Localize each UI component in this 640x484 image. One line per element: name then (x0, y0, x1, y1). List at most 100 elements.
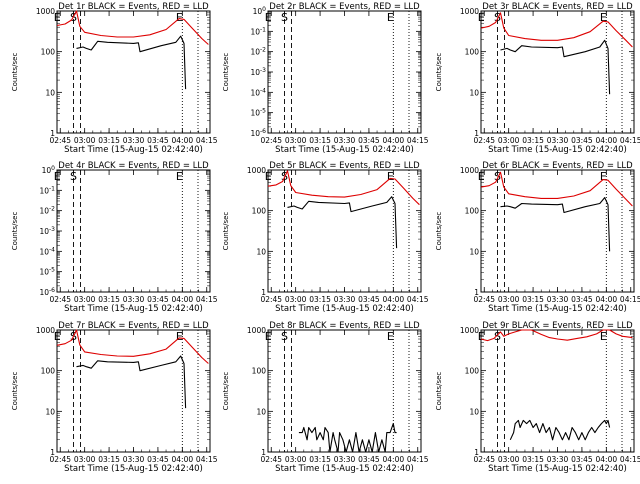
chart-title: Det 5r BLACK = Events, RED = LLD (269, 161, 420, 171)
y-axis-label: Counts/sec (11, 53, 19, 92)
marker-label-E: E (176, 170, 183, 183)
y-tick-label: 10-4 (39, 246, 55, 256)
y-tick-label: 1 (50, 448, 55, 457)
x-tick-label: 02:45 (260, 295, 282, 304)
events-series-line (500, 197, 611, 252)
x-tick-label: 04:00 (172, 455, 194, 464)
x-tick-label: 03:45 (147, 136, 169, 145)
marker-label-E: E (478, 330, 485, 343)
x-tick-label: 03:30 (547, 136, 569, 145)
y-tick-label: 1000 (36, 326, 55, 335)
x-tick-label: 04:00 (596, 136, 618, 145)
events-series-line (287, 196, 398, 249)
marker-label-E: E (54, 11, 61, 24)
x-tick-label: 02:45 (260, 136, 282, 145)
x-tick-label: 03:00 (498, 455, 520, 464)
y-tick-label: 100 (41, 367, 56, 376)
chart-panel-5: Det 5r BLACK = Events, RED = LLD 02:45 03:… (222, 161, 429, 314)
y-tick-label: 10-3 (250, 67, 266, 77)
x-axis-label: Start Time (15-Aug-15 02:42:40) (275, 464, 414, 474)
x-tick-label: 03:15 (309, 136, 331, 145)
y-tick-label: 10 (45, 407, 55, 416)
x-tick-label: 03:15 (309, 295, 331, 304)
x-tick-label: 03:15 (522, 136, 544, 145)
y-tick-label: 10 (256, 407, 266, 416)
y-axis-label: Counts/sec (435, 372, 443, 411)
y-axis-label: Counts/sec (222, 372, 230, 411)
y-tick-label: 10-6 (250, 128, 266, 138)
y-tick-label: 1000 (36, 7, 55, 16)
x-axis-label: Start Time (15-Aug-15 02:42:40) (488, 145, 627, 155)
y-tick-label: 10-6 (39, 287, 55, 297)
y-tick-label: 1 (261, 288, 266, 297)
y-tick-label: 10-1 (39, 185, 55, 195)
x-tick-label: 03:15 (98, 136, 120, 145)
plot-frame (480, 329, 635, 453)
marker-label-E: E (600, 170, 607, 183)
plot-frame (56, 10, 211, 134)
x-tick-label: 03:00 (74, 455, 96, 464)
y-tick-label: 100 (465, 367, 480, 376)
y-tick-label: 10 (45, 88, 55, 97)
chart-title: Det 2r BLACK = Events, RED = LLD (269, 2, 420, 12)
x-tick-label: 04:15 (196, 455, 218, 464)
x-tick-label: 02:45 (49, 136, 71, 145)
x-axis-label: Start Time (15-Aug-15 02:42:40) (275, 304, 414, 314)
x-axis-label: Start Time (15-Aug-15 02:42:40) (275, 145, 414, 155)
y-tick-label: 10-1 (250, 26, 266, 36)
marker-label-E: E (478, 170, 485, 183)
y-tick-label: 100 (252, 367, 267, 376)
x-tick-label: 03:30 (334, 455, 356, 464)
x-tick-label: 04:15 (620, 136, 640, 145)
y-tick-label: 10-5 (39, 267, 55, 277)
marker-label-S: S (494, 330, 501, 343)
lld-series-line (56, 10, 209, 45)
marker-label-E: E (600, 330, 607, 343)
x-tick-label: 03:45 (358, 295, 380, 304)
x-tick-label: 04:00 (383, 295, 405, 304)
y-axis-label: Counts/sec (435, 53, 443, 92)
y-tick-label: 100 (465, 207, 480, 216)
x-axis-label: Start Time (15-Aug-15 02:42:40) (488, 464, 627, 474)
x-tick-label: 03:00 (285, 455, 307, 464)
x-tick-label: 04:00 (596, 295, 618, 304)
x-tick-label: 02:45 (49, 455, 71, 464)
x-tick-label: 03:15 (309, 455, 331, 464)
plot-frame (480, 169, 635, 293)
marker-label-E: E (265, 330, 272, 343)
chart-title: Det 9r BLACK = Events, RED = LLD (482, 321, 633, 331)
marker-label-E: E (600, 11, 607, 24)
x-tick-label: 04:00 (383, 136, 405, 145)
plot-frame (267, 329, 422, 453)
y-tick-label: 100 (252, 207, 267, 216)
marker-label-S: S (494, 170, 501, 183)
y-axis-label: Counts/sec (435, 212, 443, 251)
x-axis-label: Start Time (15-Aug-15 02:42:40) (64, 145, 203, 155)
x-axis-label: Start Time (15-Aug-15 02:42:40) (488, 304, 627, 314)
y-tick-label: 10 (256, 247, 266, 256)
x-axis-label: Start Time (15-Aug-15 02:42:40) (64, 464, 203, 474)
x-axis-label: Start Time (15-Aug-15 02:42:40) (64, 304, 203, 314)
plot-frame (56, 329, 211, 453)
events-series-line (500, 39, 611, 95)
marker-label-E: E (387, 170, 394, 183)
marker-label-E: E (387, 11, 394, 24)
x-tick-label: 04:00 (172, 295, 194, 304)
y-tick-label: 1 (474, 129, 479, 138)
x-tick-label: 02:45 (49, 295, 71, 304)
chart-title: Det 3r BLACK = Events, RED = LLD (482, 2, 633, 12)
y-tick-label: 100 (42, 165, 56, 175)
x-tick-label: 03:00 (498, 295, 520, 304)
events-series-line (76, 35, 187, 90)
x-tick-label: 03:30 (547, 295, 569, 304)
x-tick-label: 03:00 (285, 136, 307, 145)
marker-label-E: E (478, 11, 485, 24)
y-tick-label: 1000 (247, 166, 266, 175)
lld-series-line (267, 170, 420, 206)
